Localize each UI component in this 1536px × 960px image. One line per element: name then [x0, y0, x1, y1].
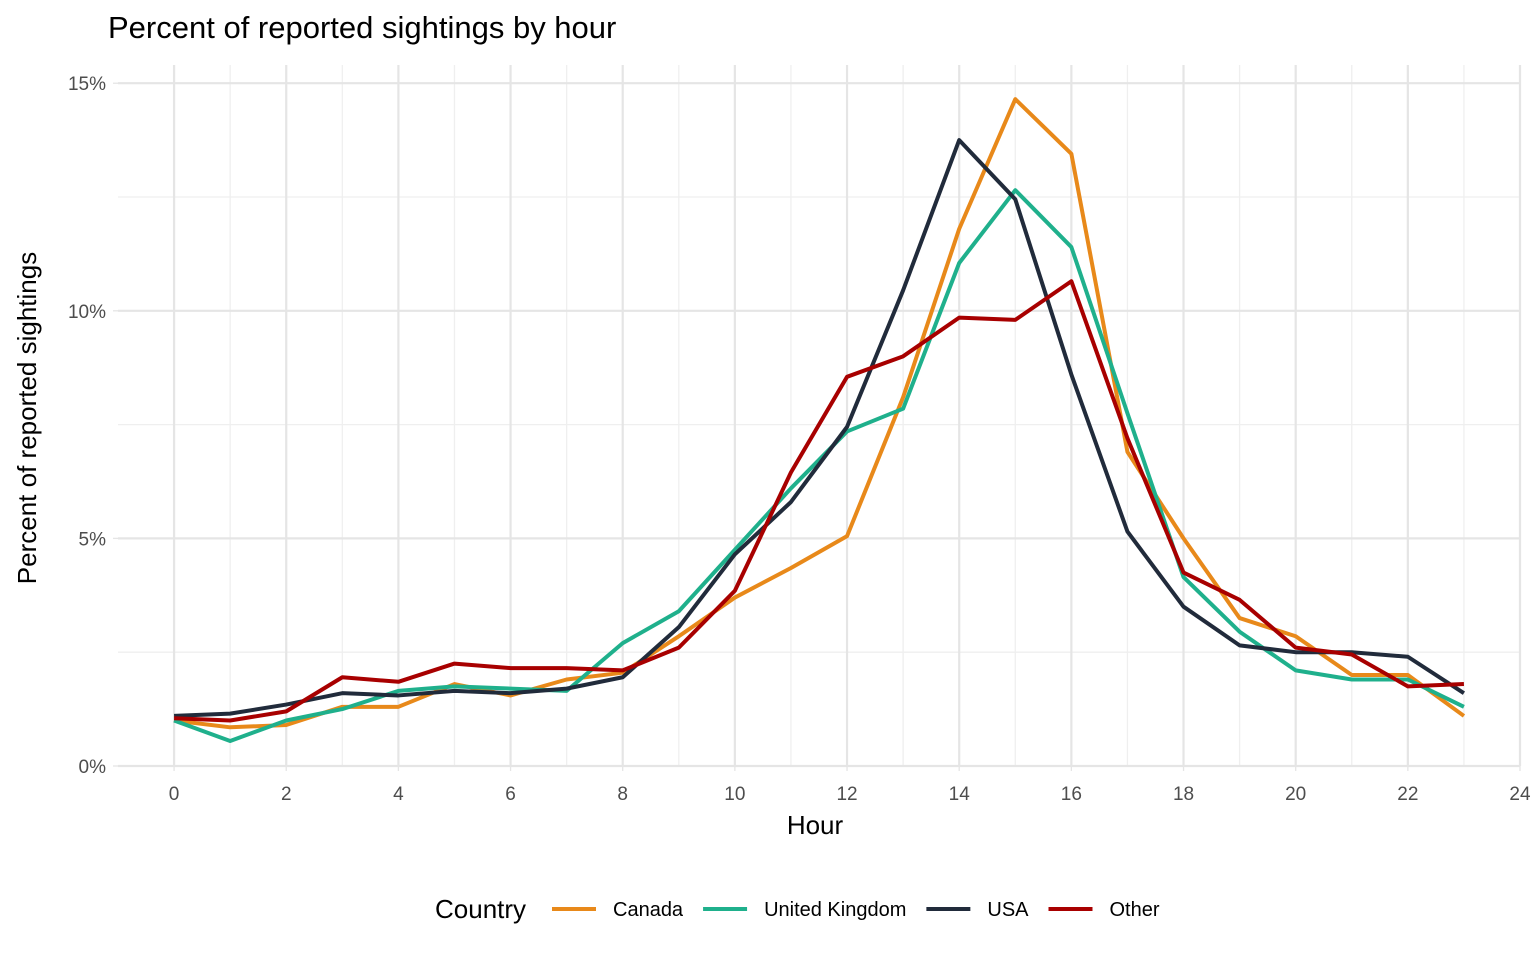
series-line-usa [173, 138, 1466, 718]
series-line-canada [173, 97, 1466, 730]
legend-label-usa: USA [987, 899, 1029, 921]
x-tick-label: 2 [281, 784, 292, 805]
legend-title: Country [435, 894, 526, 924]
x-tick-label: 4 [393, 784, 404, 805]
y-tick-label: 10% [68, 302, 106, 323]
series-line-other [173, 279, 1465, 723]
y-tick-label: 15% [68, 74, 106, 95]
legend: Country Canada United Kingdom USA Other [435, 894, 1160, 924]
x-tick-label: 16 [1061, 784, 1082, 805]
y-tick-label: 0% [79, 757, 107, 778]
legend-label-united-kingdom: United Kingdom [764, 899, 906, 921]
x-tick-label: 12 [836, 784, 857, 805]
y-tick-label: 5% [79, 529, 107, 550]
axes: 0 2 4 6 8 10 12 14 16 18 20 22 240%5%10%15% [68, 74, 1531, 805]
y-axis-title: Percent of reported sightings [12, 252, 42, 584]
grid-lines [118, 65, 1522, 768]
legend-label-canada: Canada [613, 899, 684, 921]
x-tick-label: 8 [617, 784, 628, 805]
x-tick-label: 20 [1285, 784, 1306, 805]
x-axis-title: Hour [787, 810, 844, 840]
x-tick-label: 10 [724, 784, 745, 805]
x-tick-label: 14 [949, 784, 971, 805]
x-tick-label: 22 [1397, 784, 1418, 805]
x-tick-label: 18 [1173, 784, 1194, 805]
legend-label-other: Other [1110, 899, 1160, 921]
x-tick-label: 6 [505, 784, 516, 805]
series-lines [173, 97, 1466, 743]
x-tick-label: 0 [169, 784, 180, 805]
chart-title: Percent of reported sightings by hour [108, 10, 616, 45]
x-tick-label: 24 [1509, 784, 1531, 805]
